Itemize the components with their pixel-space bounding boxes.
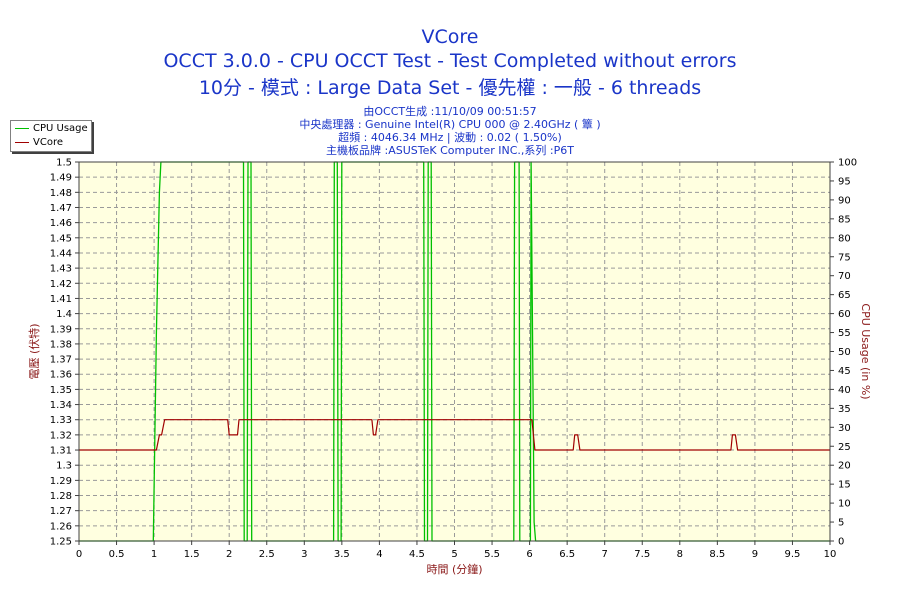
y-tick-label-8: 1.33 <box>50 415 72 426</box>
x-tick-label-5: 2.5 <box>259 549 275 560</box>
test-summary-line: OCCT 3.0.0 - CPU OCCT Test - Test Comple… <box>163 50 737 72</box>
y2-tick-label-1: 5 <box>838 518 844 529</box>
x-tick-label-11: 5.5 <box>484 549 500 560</box>
y2-tick-label-17: 85 <box>838 214 851 225</box>
tick-labels: 0 0.5 1 1.5 2 2.5 3 3.5 4 4.5 5 5.5 6 6.5 7 7.5 8 8.5 9 9.5… <box>50 158 857 561</box>
y-tick-label-19: 1.44 <box>50 248 72 259</box>
chart-title: VCore <box>421 26 479 48</box>
x-tick-label-15: 7.5 <box>634 549 650 560</box>
y2-tick-label-10: 50 <box>838 347 851 358</box>
y-tick-label-22: 1.47 <box>50 203 72 214</box>
x-tick-label-13: 6.5 <box>559 549 575 560</box>
legend-label-cpu: CPU Usage <box>33 123 88 134</box>
y-tick-label-7: 1.32 <box>50 430 72 441</box>
y-axis-title: 電壓 (伏特) <box>27 323 41 379</box>
grid-lines <box>78 161 831 542</box>
y2-tick-label-2: 10 <box>838 499 851 510</box>
y-tick-label-2: 1.27 <box>50 506 72 517</box>
x-axis-title: 時間 (分鐘) <box>426 562 482 576</box>
y-tick-label-3: 1.28 <box>50 491 72 502</box>
y-tick-label-10: 1.35 <box>50 385 72 396</box>
y-tick-label-4: 1.29 <box>50 476 72 487</box>
y-tick-label-13: 1.38 <box>50 339 72 350</box>
y2-tick-label-20: 100 <box>838 158 857 169</box>
y2-tick-label-12: 60 <box>838 309 851 320</box>
x-tick-label-20: 10 <box>824 549 837 560</box>
y2-tick-label-9: 45 <box>838 366 851 377</box>
y2-tick-label-7: 35 <box>838 404 851 415</box>
y2-tick-label-14: 70 <box>838 271 851 282</box>
cpu-info: 中央處理器 : Genuine Intel(R) CPU 000 @ 2.40G… <box>299 118 601 131</box>
y-tick-label-17: 1.42 <box>50 279 72 290</box>
chart-legend: CPU Usage VCore <box>10 120 92 152</box>
x-tick-label-4: 2 <box>226 549 232 560</box>
y-tick-label-25: 1.5 <box>56 158 72 169</box>
y-tick-label-14: 1.39 <box>50 324 72 335</box>
x-tick-label-17: 8.5 <box>709 549 725 560</box>
y-tick-label-23: 1.48 <box>50 188 72 199</box>
y2-axis-title: CPU Usage (in %) <box>859 303 872 399</box>
x-tick-label-9: 4.5 <box>409 549 425 560</box>
legend-item-vcore: VCore <box>15 137 63 149</box>
x-tick-label-18: 9 <box>752 549 758 560</box>
clock-info: 超頻 : 4046.34 MHz | 波動 : 0.02 ( 1.50%) <box>338 131 562 144</box>
y-tick-label-5: 1.3 <box>56 461 72 472</box>
y2-tick-label-8: 40 <box>838 385 851 396</box>
legend-label-vcore: VCore <box>33 137 63 148</box>
y-tick-label-11: 1.36 <box>50 370 72 381</box>
y2-tick-label-3: 15 <box>838 480 851 491</box>
y-tick-label-18: 1.43 <box>50 264 72 275</box>
y-tick-label-12: 1.37 <box>50 355 72 366</box>
x-tick-label-14: 7 <box>602 549 608 560</box>
legend-swatch-cpu <box>15 127 29 129</box>
x-tick-label-16: 8 <box>677 549 683 560</box>
x-tick-label-2: 1 <box>151 549 157 560</box>
y2-tick-label-4: 20 <box>838 461 851 472</box>
x-tick-label-3: 1.5 <box>184 549 200 560</box>
y2-tick-label-16: 80 <box>838 233 851 244</box>
x-tick-label-19: 9.5 <box>784 549 800 560</box>
y2-tick-label-5: 25 <box>838 442 851 453</box>
y-tick-label-0: 1.25 <box>50 537 72 548</box>
series-line-vcore <box>79 419 830 451</box>
legend-item-cpu: CPU Usage <box>15 123 88 135</box>
series-line-cpu-usage <box>79 161 830 542</box>
y-tick-label-24: 1.49 <box>50 173 72 184</box>
y2-tick-label-0: 0 <box>838 537 844 548</box>
y-tick-label-16: 1.41 <box>50 294 72 305</box>
x-tick-label-8: 4 <box>376 549 382 560</box>
series-layer <box>79 161 830 542</box>
y-tick-label-21: 1.46 <box>50 218 72 229</box>
x-tick-label-6: 3 <box>301 549 307 560</box>
x-tick-label-12: 6 <box>526 549 532 560</box>
y-tick-label-20: 1.45 <box>50 233 72 244</box>
x-tick-label-1: 0.5 <box>109 549 125 560</box>
x-tick-label-0: 0 <box>76 549 82 560</box>
y-tick-label-15: 1.4 <box>56 309 72 320</box>
y-tick-label-9: 1.34 <box>50 400 72 411</box>
y2-tick-label-15: 75 <box>838 252 851 263</box>
x-tick-label-10: 5 <box>451 549 457 560</box>
legend-swatch-vcore <box>15 141 29 143</box>
test-mode-line: 10分 - 模式 : Large Data Set - 優先權 : 一般 - 6… <box>198 77 702 99</box>
y2-tick-label-6: 30 <box>838 423 851 434</box>
y2-tick-label-19: 95 <box>838 176 851 187</box>
motherboard-info: 主機板品牌 :ASUSTeK Computer INC.,系列 :P6T <box>326 144 574 157</box>
y2-tick-label-13: 65 <box>838 290 851 301</box>
y-tick-label-6: 1.31 <box>50 446 72 457</box>
generated-info: 由OCCT生成 :11/10/09 00:51:57 <box>363 105 537 118</box>
y-tick-label-1: 1.26 <box>50 521 72 532</box>
y2-tick-label-11: 55 <box>838 328 851 339</box>
y2-tick-label-18: 90 <box>838 195 851 206</box>
x-tick-label-7: 3.5 <box>334 549 350 560</box>
